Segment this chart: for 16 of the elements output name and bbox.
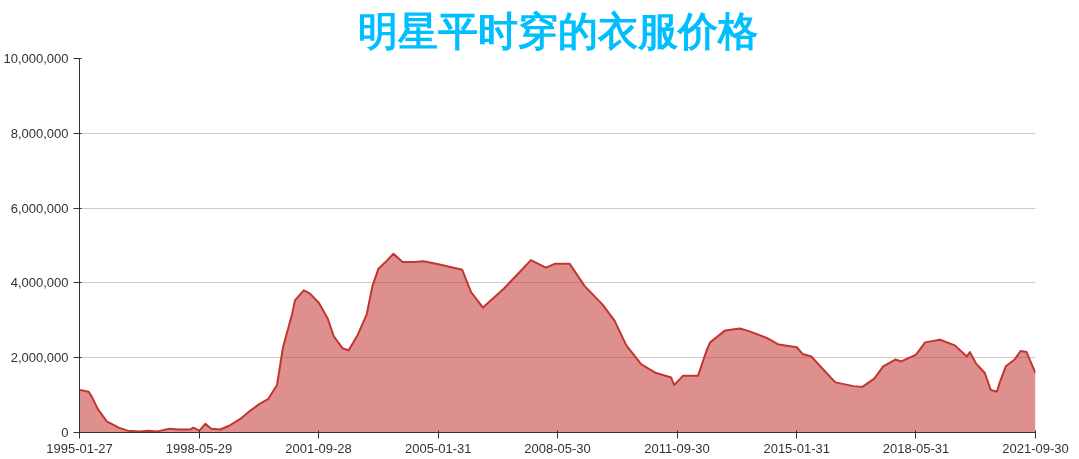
y-tick-label: 8,000,000 bbox=[10, 125, 69, 141]
chart-title: 明星平时穿的衣服价格 bbox=[357, 7, 758, 54]
x-tick-label: 2005-01-31 bbox=[405, 440, 472, 456]
y-tick-label: 0 bbox=[61, 425, 69, 440]
x-tick-label: 1998-05-29 bbox=[165, 440, 233, 456]
x-tick-label: 2018-05-31 bbox=[882, 440, 950, 456]
y-tick-label: 2,000,000 bbox=[10, 350, 69, 366]
x-tick-label: 2008-05-30 bbox=[524, 440, 591, 456]
x-tick-label: 1995-01-27 bbox=[46, 440, 113, 456]
x-tick-label: 2021-09-30 bbox=[1002, 440, 1069, 456]
y-tick-label: 6,000,000 bbox=[10, 200, 69, 216]
x-tick-label: 2015-01-31 bbox=[763, 440, 830, 456]
y-tick-label: 4,000,000 bbox=[10, 275, 69, 291]
x-tick-label: 2001-09-28 bbox=[285, 440, 352, 456]
y-tick-label: 10,000,000 bbox=[3, 51, 69, 66]
x-tick-label: 2011-09-30 bbox=[644, 440, 710, 456]
